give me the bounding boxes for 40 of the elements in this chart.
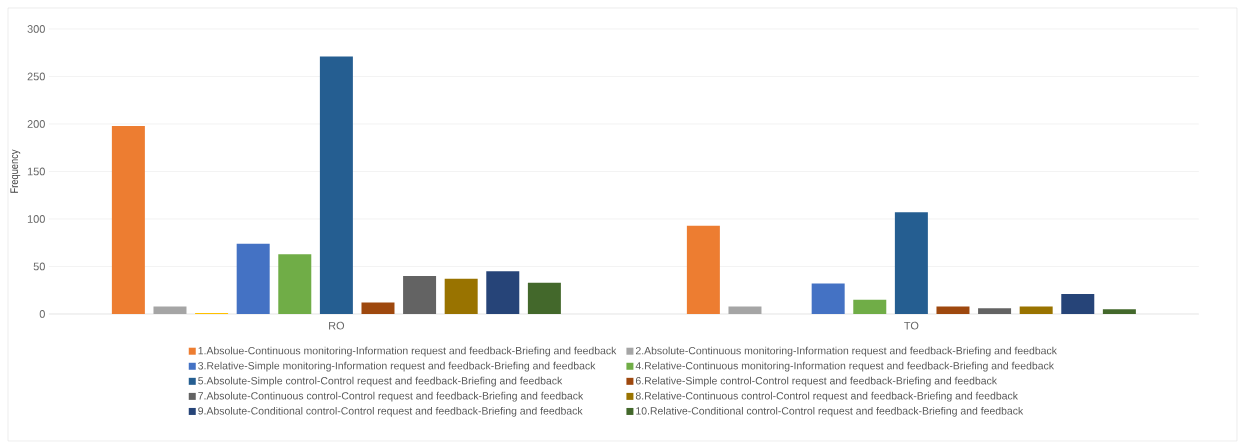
y-tick-label: 150 xyxy=(27,167,45,176)
bar xyxy=(111,125,145,314)
bar xyxy=(1019,306,1053,314)
bar xyxy=(444,278,478,314)
y-tick-label: 100 xyxy=(27,215,45,223)
y-tick-label: 300 xyxy=(27,25,45,33)
bar xyxy=(978,308,1012,314)
legend-label: 10.Relative-Conditional control-Control request and feedback-Briefing and feedback xyxy=(636,406,1024,417)
y-tick-label: 250 xyxy=(27,72,45,81)
bar xyxy=(486,271,520,314)
legend-label: 7.Absolute-Continuous control-Control request and feedback-Briefing and feedback xyxy=(198,391,584,402)
y-tick-label: 200 xyxy=(27,120,45,128)
bar xyxy=(236,243,270,314)
y-axis-title: Frequency xyxy=(10,149,21,193)
bar xyxy=(403,275,437,314)
legend-label: 9.Absolute-Conditional control-Control request and feedback-Briefing and feedback xyxy=(198,406,583,417)
bar xyxy=(894,212,928,314)
legend-label: 3.Relative-Simple monitoring-Information request and feedback-Briefing and feedback xyxy=(198,361,596,372)
bar xyxy=(319,56,353,314)
x-tick-label: TO xyxy=(904,321,919,330)
x-tick-label: RO xyxy=(329,321,345,330)
legend-label: 5.Absolute-Simple control-Control request and feedback-Briefing and feedback xyxy=(198,376,563,387)
bar xyxy=(361,302,395,314)
bar xyxy=(728,306,762,314)
y-tick-label: 0 xyxy=(39,310,45,318)
legend-label: 4.Relative-Continuous monitoring-Information request and feedback-Briefing and feedback xyxy=(635,361,1055,372)
legend-label: 2.Absolute-Continuous monitoring-Information request and feedback-Briefing and feedback xyxy=(635,346,1057,357)
bar xyxy=(527,282,561,314)
bar xyxy=(278,254,312,314)
legend-label: 1.Absolue-Continuous monitoring-Information request and feedback-Briefing and feedback xyxy=(198,346,617,357)
bar xyxy=(1061,294,1095,314)
y-tick-label: 50 xyxy=(33,262,45,271)
bar xyxy=(1102,309,1136,314)
bar xyxy=(853,299,887,314)
bar xyxy=(686,225,720,314)
bar xyxy=(811,283,845,314)
legend-label: 6.Relative-Simple control-Control request and feedback-Briefing and feedback xyxy=(635,376,998,387)
bar xyxy=(936,306,970,314)
bar xyxy=(153,306,187,314)
legend-label: 8.Relative-Continuous control-Control request and feedback-Briefing and feedback xyxy=(635,391,1018,402)
